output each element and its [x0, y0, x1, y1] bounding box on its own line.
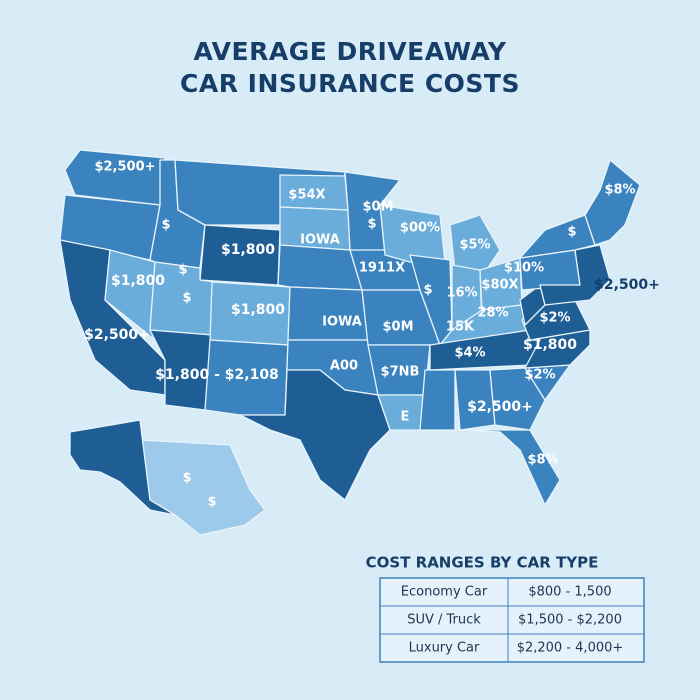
- map-labels: $2,500+ $ $54X $0M $ $00% $8% $ $5% $1,8…: [84, 160, 660, 510]
- legend-cell: Luxury Car: [409, 641, 480, 656]
- legend: COST RANGES BY CAR TYPE Economy Car $800…: [366, 554, 645, 663]
- map-label: $2,500+: [467, 399, 533, 415]
- map-label: $7NB: [381, 365, 420, 380]
- map-label: $2,500+: [84, 327, 150, 343]
- legend-cell: $1,500 - $2,200: [518, 613, 622, 628]
- map-label: IOWA: [322, 315, 362, 330]
- map-label: $54X: [288, 188, 325, 203]
- us-map: [59, 149, 641, 536]
- map-label: $2%: [539, 311, 570, 326]
- legend-title: COST RANGES BY CAR TYPE: [366, 554, 599, 572]
- map-label: $2,500+: [94, 160, 155, 175]
- map-label: $80X: [481, 278, 518, 293]
- legend-cell: $2,200 - 4,000+: [517, 641, 624, 656]
- map-label: $1,800 - $2,108: [155, 367, 279, 383]
- legend-cell: $800 - 1,500: [528, 585, 611, 600]
- map-label: $0M: [362, 200, 393, 215]
- map-label: $1,800: [231, 302, 285, 318]
- map-label: $: [367, 217, 376, 232]
- map-label: $1,800: [221, 242, 275, 258]
- legend-cell: SUV / Truck: [407, 613, 481, 628]
- map-label: $: [207, 495, 216, 510]
- title-line: AVERAGE DRIVEAWAY: [194, 37, 507, 66]
- legend-table: [379, 577, 645, 663]
- map-label: $1,800: [523, 337, 577, 353]
- map-label: $: [567, 225, 576, 240]
- map-label: $1,800: [111, 273, 165, 289]
- map-label: $: [182, 291, 191, 306]
- map-label: 28%: [477, 306, 508, 321]
- legend-cell: Economy Car: [401, 585, 488, 600]
- map-label: $5%: [459, 238, 490, 253]
- map-label: $: [423, 283, 432, 298]
- map-label: $8%: [527, 453, 558, 468]
- map-label: $2%: [524, 368, 555, 383]
- map-label: $00%: [400, 221, 440, 236]
- map-label: 15K: [446, 320, 475, 335]
- map-label: 1911X: [359, 261, 405, 276]
- map-label: $: [178, 263, 187, 278]
- map-label: 16%: [446, 286, 477, 301]
- map-label: $4%: [454, 346, 485, 361]
- map-label: IOWA: [300, 233, 340, 248]
- map-label: $2,500+: [594, 277, 660, 293]
- map-label: $: [182, 471, 191, 486]
- title-line: CAR INSURANCE COSTS: [180, 69, 520, 98]
- map-label: $10%: [504, 261, 544, 276]
- map-label: A00: [330, 359, 358, 374]
- map-label: $8%: [604, 183, 635, 198]
- map-label: E: [401, 410, 410, 425]
- map-label: $0M: [382, 320, 413, 335]
- map-label: $: [161, 218, 170, 233]
